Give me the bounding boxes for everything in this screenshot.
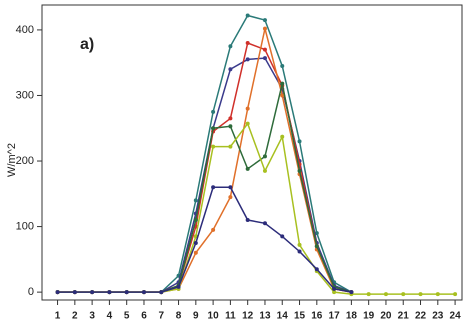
point <box>297 249 302 254</box>
point <box>383 292 388 297</box>
series-line <box>57 14 352 293</box>
point <box>245 166 250 171</box>
annotation: a) <box>80 36 94 53</box>
point <box>297 168 302 173</box>
point <box>141 290 146 295</box>
point <box>262 154 267 159</box>
point <box>55 290 60 295</box>
x-tick-label: 8 <box>176 311 182 322</box>
point <box>228 144 233 149</box>
x-tick-label: 13 <box>259 311 271 322</box>
x-tick-label: 24 <box>450 311 462 322</box>
point <box>280 134 285 139</box>
point <box>262 26 267 31</box>
point <box>228 195 233 200</box>
point <box>280 81 285 86</box>
x-tick-label: 4 <box>107 311 113 322</box>
point <box>262 18 267 23</box>
point <box>314 231 319 236</box>
point <box>349 290 354 295</box>
point <box>453 292 458 297</box>
x-tick-label: 14 <box>277 311 289 322</box>
point <box>211 144 216 149</box>
y-tick-label: 300 <box>16 89 34 101</box>
point <box>228 124 233 129</box>
point <box>228 185 233 190</box>
point <box>418 292 423 297</box>
x-tick-label: 7 <box>158 311 164 322</box>
plot-frame <box>41 4 463 301</box>
x-tick-label: 18 <box>346 311 358 322</box>
x-tick-label: 9 <box>193 311 199 322</box>
point <box>262 168 267 173</box>
x-tick-label: 19 <box>363 311 375 322</box>
x-tick-label: 2 <box>72 311 78 322</box>
point <box>262 56 267 61</box>
y-tick-label: 100 <box>16 220 34 232</box>
x-tick-label: 23 <box>432 311 444 322</box>
point <box>90 290 95 295</box>
point <box>193 218 198 223</box>
x-tick-label: 5 <box>124 311 130 322</box>
point <box>314 244 319 249</box>
point <box>176 284 181 289</box>
y-axis-label: W/m^2 <box>6 143 18 177</box>
point <box>297 139 302 144</box>
point <box>401 292 406 297</box>
point <box>280 234 285 239</box>
point <box>159 290 164 295</box>
y-tick-label: 400 <box>16 24 34 36</box>
y-tick-label: 0 <box>28 286 34 298</box>
x-tick-label: 6 <box>141 311 147 322</box>
point <box>332 290 337 295</box>
x-tick-label: 11 <box>225 311 236 322</box>
point <box>72 290 77 295</box>
x-tick-label: 17 <box>329 311 341 322</box>
x-tick-label: 16 <box>311 311 323 322</box>
point <box>228 44 233 49</box>
point <box>245 106 250 111</box>
point <box>211 185 216 190</box>
x-tick-label: 15 <box>294 311 306 322</box>
point <box>107 290 112 295</box>
point <box>211 109 216 114</box>
point <box>297 242 302 247</box>
point <box>193 198 198 203</box>
point <box>193 250 198 255</box>
point <box>193 240 198 245</box>
x-tick-label: 21 <box>398 311 410 322</box>
point <box>228 67 233 72</box>
point <box>211 126 216 131</box>
point <box>314 267 319 272</box>
y-tick-label: 200 <box>16 155 34 167</box>
x-tick-label: 3 <box>89 311 95 322</box>
point <box>366 292 371 297</box>
point <box>435 292 440 297</box>
point <box>124 290 129 295</box>
x-tick-label: 20 <box>380 311 392 322</box>
point <box>211 227 216 232</box>
point <box>228 116 233 121</box>
series-line <box>57 122 456 295</box>
point <box>245 218 250 223</box>
point <box>262 221 267 226</box>
series-line <box>57 186 352 293</box>
point <box>262 47 267 52</box>
point <box>245 41 250 46</box>
point <box>245 13 250 18</box>
x-tick-label: 10 <box>208 311 220 322</box>
point <box>280 63 285 68</box>
x-tick-label: 12 <box>242 311 254 322</box>
point <box>245 57 250 62</box>
point <box>332 286 337 291</box>
series-line <box>57 28 352 293</box>
point <box>245 121 250 126</box>
x-tick-label: 1 <box>55 311 61 322</box>
point <box>280 93 285 98</box>
x-tick-label: 22 <box>415 311 427 322</box>
